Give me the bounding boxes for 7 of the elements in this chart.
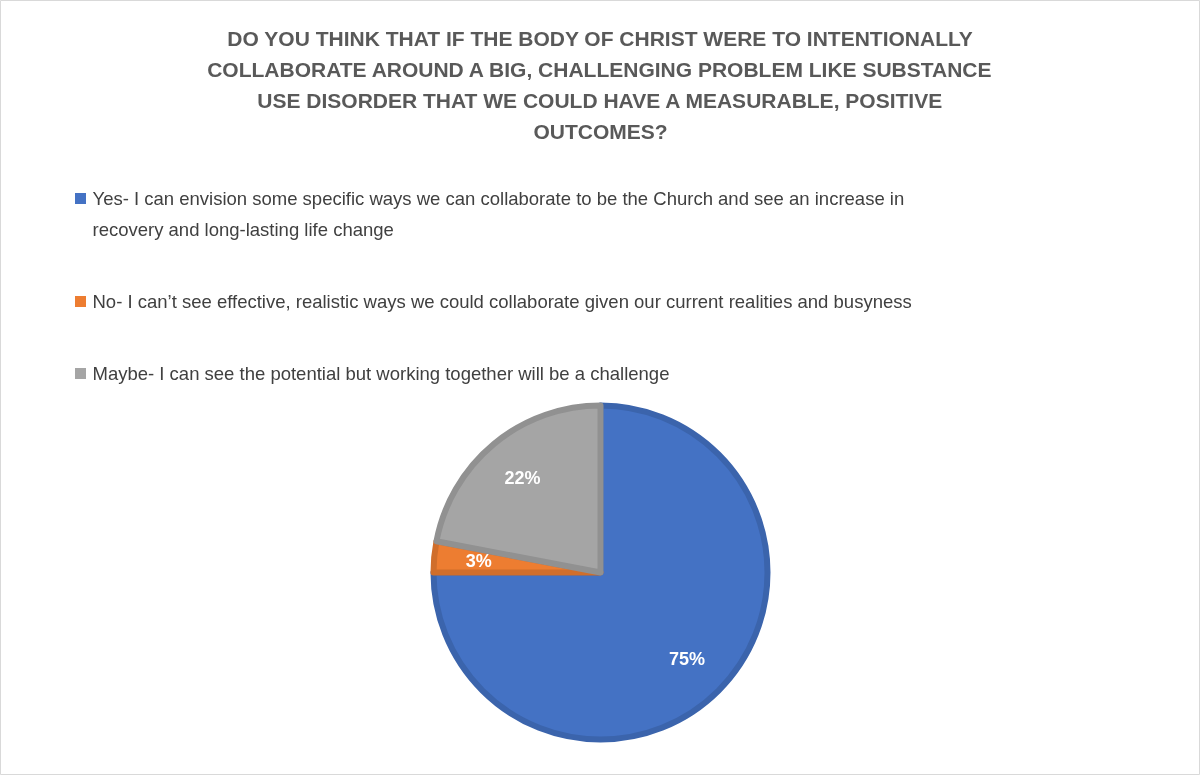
chart-title: DO YOU THINK THAT IF THE BODY OF CHRIST WERE TO INTENTIONALLY COLLABORATE AROUND A BIG, CHALLENGING PROBLEM LIKE SUBSTANCE USE DISORDER THAT WE COULD HAVE A MEASURABLE, POSITIVE OUTCOMES? xyxy=(207,27,992,143)
legend-label: No- I can’t see effective, realistic ways we could collaborate given our current realities and busyness xyxy=(92,291,912,312)
legend-label: Yes- I can envision some specific ways we can collaborate to be the Church and see an increase in recovery and long-lasting life change xyxy=(92,188,905,240)
data-label: 3% xyxy=(465,550,492,571)
data-label: 22% xyxy=(504,468,541,489)
legend-label: Maybe- I can see the potential but working together will be a challenge xyxy=(92,363,670,384)
data-label: 75% xyxy=(669,649,706,670)
